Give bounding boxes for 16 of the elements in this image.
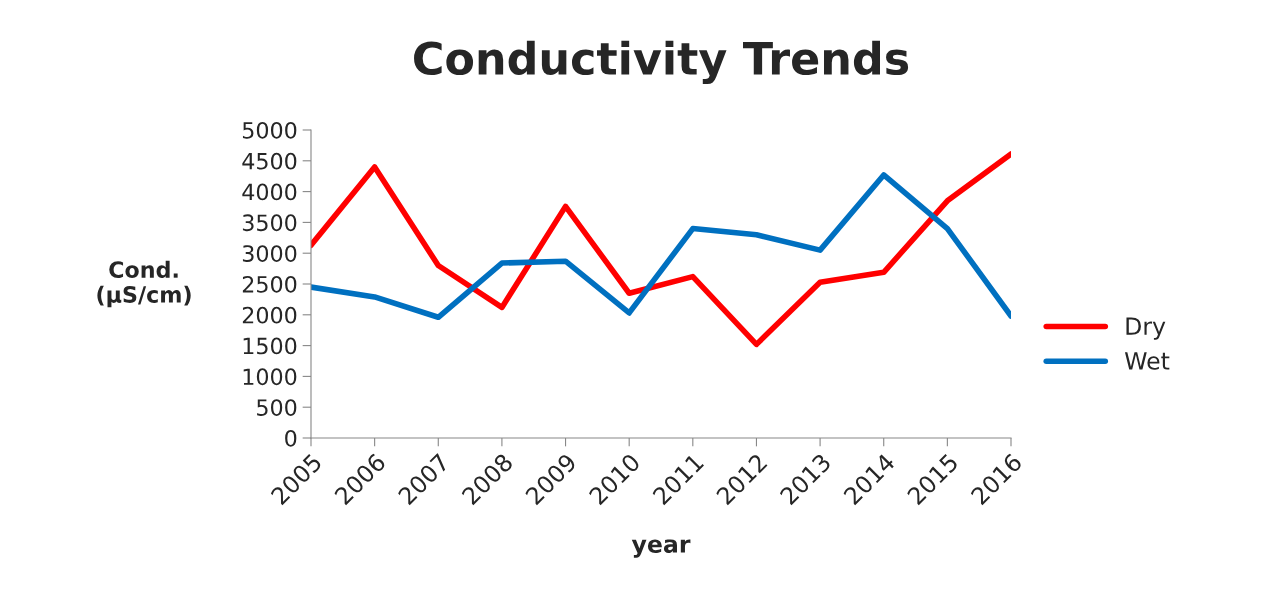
- y-tick-label: 1000: [243, 368, 297, 386]
- y-tick-label: 3500: [242, 214, 297, 232]
- legend-label: Dry: [1126, 317, 1166, 340]
- chart-title: Conductivity Trends: [414, 40, 909, 85]
- y-tick-label: 2000: [242, 306, 297, 324]
- legend-label: Wet: [1124, 352, 1170, 370]
- y-tick-label: 4000: [242, 183, 297, 201]
- x-axis-title: year: [631, 539, 691, 558]
- y-tick-label: 2500: [242, 275, 297, 293]
- y-tick-label: 4500: [242, 152, 297, 170]
- y-tick-label: 5000: [242, 121, 297, 139]
- y-tick-label: 3000: [242, 245, 297, 262]
- y-tick-label: 500: [257, 399, 297, 416]
- y-tick-label: 1500: [243, 337, 297, 355]
- y-tick-label: 0: [285, 429, 297, 447]
- y-axis-title: Cond. (µS/cm): [97, 260, 191, 308]
